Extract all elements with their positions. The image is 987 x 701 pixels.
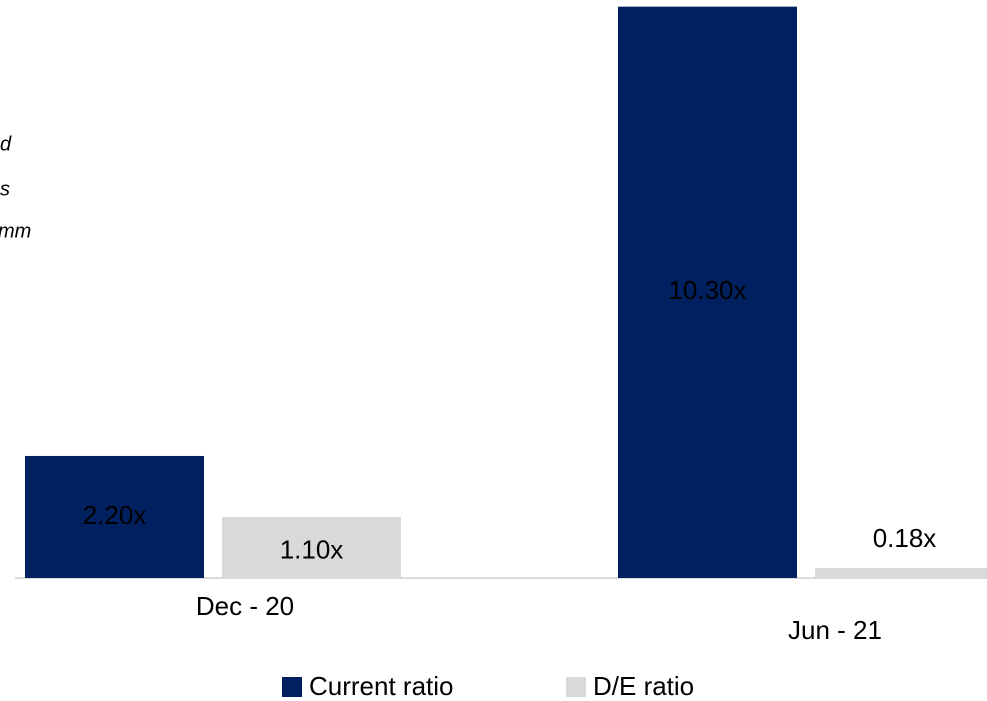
- bar: [25, 455, 204, 578]
- annotation: s: [0, 178, 10, 200]
- legend-swatch: [282, 677, 302, 697]
- bar: [222, 516, 401, 578]
- value-label: 0.18x: [873, 523, 937, 553]
- legend-label: Current ratio: [309, 671, 454, 701]
- x-tick-label: Jun - 21: [788, 615, 882, 645]
- bar: [618, 6, 797, 578]
- legend-label: D/E ratio: [593, 671, 694, 701]
- x-tick-label: Dec - 20: [196, 591, 294, 621]
- bar: [815, 568, 987, 578]
- value-label: 1.10x: [280, 534, 344, 564]
- value-label: 10.30x: [668, 275, 746, 305]
- legend-swatch: [566, 677, 586, 697]
- value-label: 2.20x: [83, 500, 147, 530]
- annotation: mm: [0, 220, 31, 242]
- annotation: d: [0, 133, 12, 155]
